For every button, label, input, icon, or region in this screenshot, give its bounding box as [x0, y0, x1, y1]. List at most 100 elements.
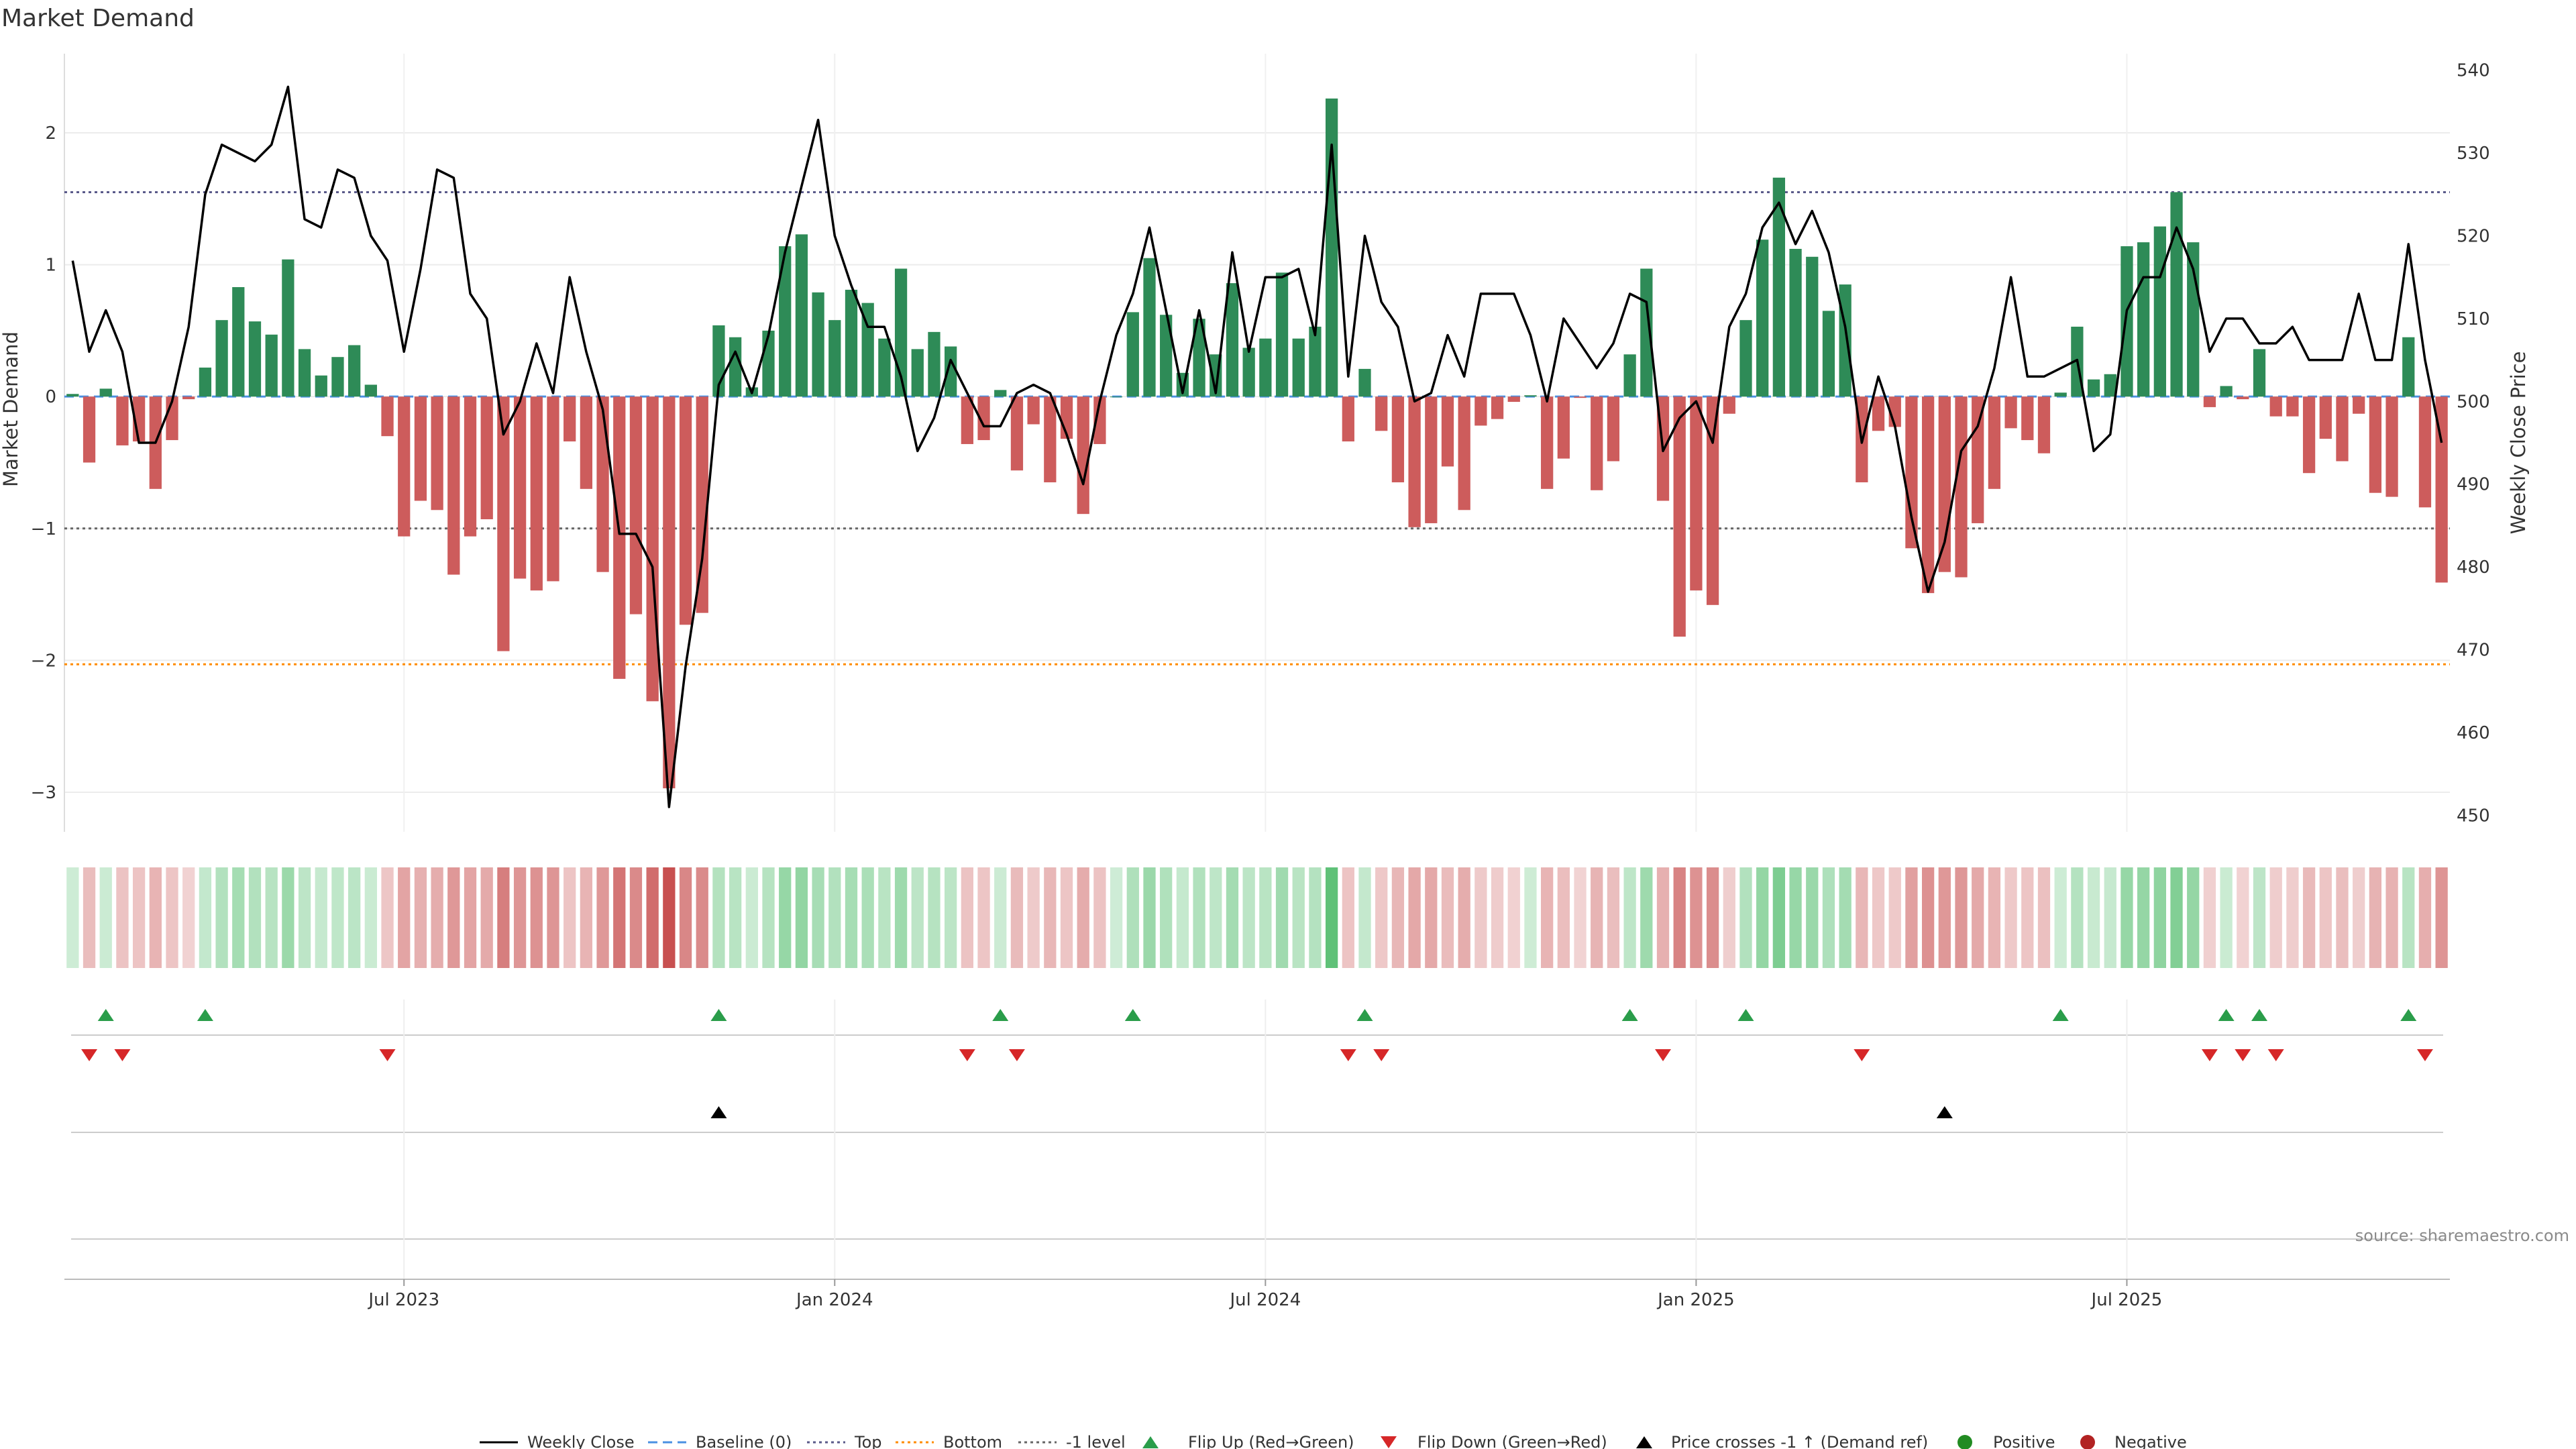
- source-label: source: sharemaestro.com: [2355, 1226, 2569, 1245]
- heat-strip-cell: [1010, 867, 1024, 968]
- demand-bar: [1772, 177, 1786, 397]
- heat-strip-cell: [2302, 867, 2316, 968]
- heat-strip-cell: [1193, 867, 1205, 968]
- legend: Weekly Close Baseline (0) Top Bottom -1 …: [480, 1433, 2187, 1449]
- heat-strip-cell: [928, 867, 941, 968]
- flip-up-marker: [97, 1009, 114, 1021]
- heat-strip-cell: [1955, 867, 1968, 968]
- demand-bar: [1972, 396, 1984, 523]
- price-cross-marker: [710, 1106, 727, 1118]
- heat-strip-cell: [2004, 867, 2017, 968]
- legend-price-cross: Price crosses -1 ↑ (Demand ref): [1671, 1433, 1928, 1449]
- heat-strip-cell: [712, 867, 725, 968]
- heat-strip-cell: [1789, 867, 1802, 968]
- demand-bar: [779, 246, 792, 397]
- heat-strip-cell: [447, 867, 460, 968]
- demand-bar: [480, 396, 493, 520]
- heat-strip-cell: [2054, 867, 2067, 968]
- heat-strip-cell: [2269, 867, 2282, 968]
- right-tick-label: 510: [2457, 309, 2490, 329]
- demand-bar: [1955, 396, 1968, 578]
- heat-strip-cell: [1325, 867, 1338, 968]
- heat-strip-cell: [1574, 867, 1587, 968]
- heat-strip-cell: [564, 867, 576, 968]
- demand-bar: [1806, 256, 1819, 397]
- demand-bar: [1988, 396, 2001, 489]
- heat-strip-cell: [1673, 867, 1686, 968]
- left-tick-label: −2: [31, 651, 56, 671]
- demand-bar: [364, 384, 377, 397]
- heat-strip-cell: [1772, 867, 1786, 968]
- demand-bar: [1706, 396, 1719, 605]
- heat-strip-cell: [215, 867, 228, 968]
- flip-up-marker: [710, 1009, 727, 1021]
- heat-strip-cell: [1176, 867, 1189, 968]
- heat-strip-cell: [1425, 867, 1438, 968]
- right-tick-label: 450: [2457, 806, 2490, 826]
- demand-bar: [2302, 396, 2316, 474]
- heat-strip-cell: [580, 867, 593, 968]
- heat-strip-cell: [812, 867, 824, 968]
- flip-up-marker: [2400, 1009, 2417, 1021]
- event-markers: [71, 1000, 2443, 1281]
- demand-bar: [1044, 396, 1057, 482]
- demand-bar: [1325, 98, 1338, 397]
- flip-up-marker: [1124, 1009, 1141, 1021]
- flip-up-marker: [2052, 1009, 2069, 1021]
- demand-bar: [215, 320, 228, 397]
- heat-strip-cell: [911, 867, 924, 968]
- gridlines: [64, 54, 2450, 832]
- demand-bar: [2369, 396, 2382, 493]
- heat-strip-cell: [1044, 867, 1057, 968]
- heat-strip-cell: [1458, 867, 1470, 968]
- heat-strip-cell: [315, 867, 327, 968]
- heat-strip-cell: [116, 867, 129, 968]
- demand-bar: [696, 396, 708, 613]
- heat-strip-cell: [2137, 867, 2150, 968]
- demand-bar: [2004, 396, 2017, 429]
- heat-strip-cell: [1557, 867, 1570, 968]
- demand-bar: [1673, 396, 1686, 637]
- flip-down-marker: [1340, 1049, 1356, 1061]
- demand-bar: [381, 396, 394, 437]
- demand-bar: [1607, 396, 1620, 462]
- flip-up-marker: [197, 1009, 213, 1021]
- demand-bar: [961, 396, 973, 444]
- demand-bar: [1027, 396, 1040, 425]
- heat-strip-cell: [2286, 867, 2299, 968]
- heat-strip-cell: [663, 867, 676, 968]
- heat-strip-cell: [1988, 867, 2001, 968]
- heat-strip-cell: [878, 867, 891, 968]
- heat-strip-cell: [2353, 867, 2365, 968]
- demand-bar: [1093, 396, 1106, 444]
- demand-bar: [977, 396, 990, 441]
- demand-bar: [1342, 396, 1354, 442]
- demand-bar: [1358, 368, 1371, 397]
- demand-bar: [1591, 396, 1603, 490]
- heat-strip-cell: [1126, 867, 1139, 968]
- legend-minus-one: -1 level: [1066, 1433, 1126, 1449]
- heat-strip-cell: [795, 867, 808, 968]
- heat-strip-cell: [480, 867, 493, 968]
- demand-bar: [1259, 338, 1272, 397]
- heat-strip-cell: [2336, 867, 2349, 968]
- demand-bar: [762, 330, 775, 397]
- demand-bar: [1309, 326, 1322, 397]
- demand-bar: [1905, 396, 1918, 549]
- heat-strip-cell: [2435, 867, 2448, 968]
- heat-strip-cell: [1210, 867, 1222, 968]
- demand-bar: [911, 349, 924, 397]
- demand-bar: [1921, 396, 1935, 594]
- heat-strip-cell: [1143, 867, 1156, 968]
- demand-bar: [1160, 315, 1173, 397]
- demand-bar: [2220, 386, 2233, 397]
- demand-bar: [945, 346, 957, 397]
- demand-bar: [2021, 396, 2034, 441]
- heat-strip-cell: [629, 867, 643, 968]
- heat-strip-cell: [132, 867, 146, 968]
- demand-bar: [431, 396, 443, 511]
- demand-bar: [1193, 319, 1205, 397]
- flip-up-marker: [992, 1009, 1009, 1021]
- heat-strip-cell: [2187, 867, 2200, 968]
- demand-bar: [2402, 337, 2415, 397]
